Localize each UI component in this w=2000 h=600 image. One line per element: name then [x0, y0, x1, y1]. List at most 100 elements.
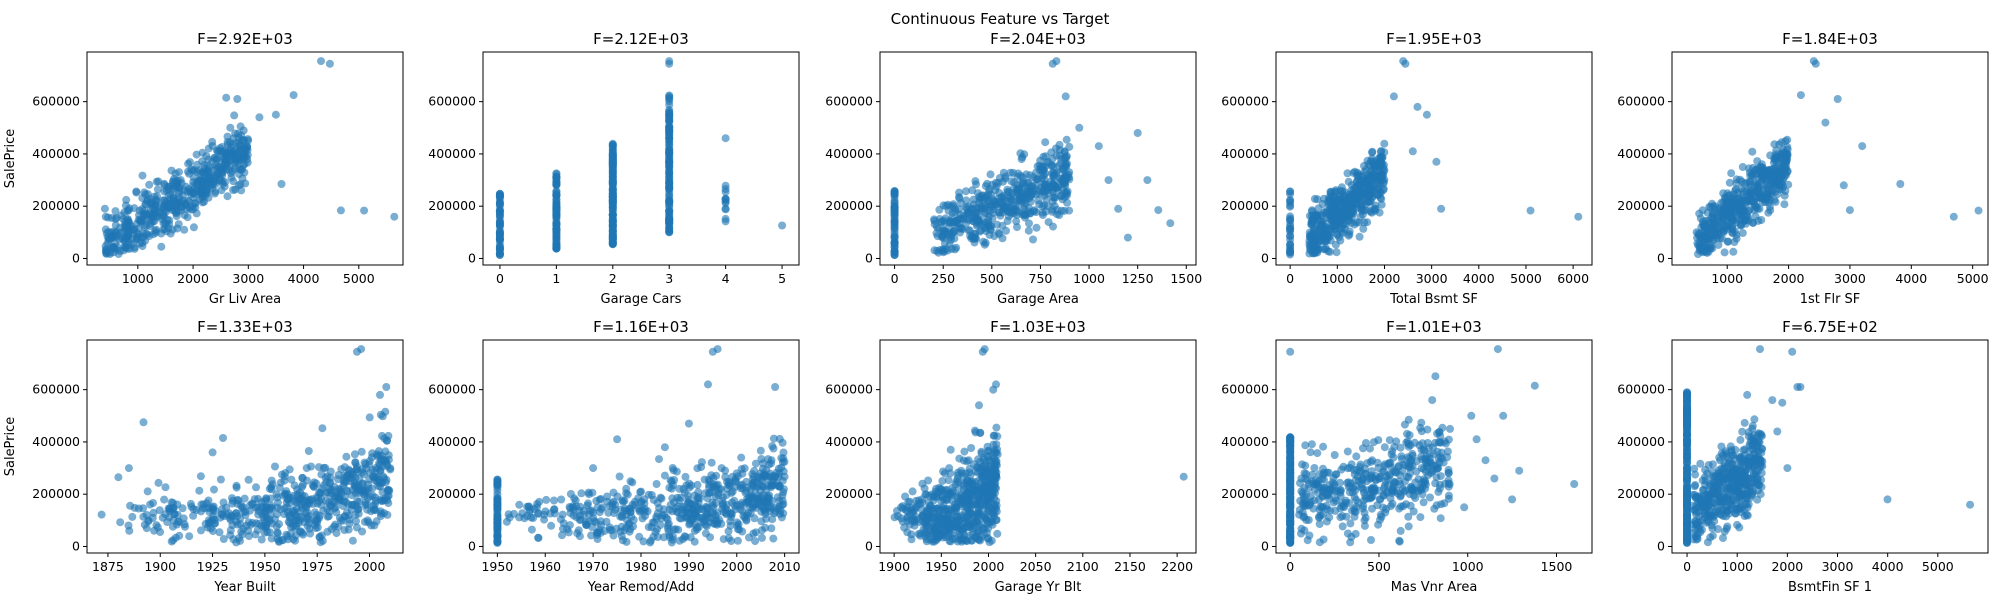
scatter-point — [1574, 212, 1583, 221]
scatter-point — [208, 137, 217, 146]
scatter-point — [102, 249, 111, 258]
scatter-point — [1063, 198, 1072, 207]
scatter-point — [932, 491, 941, 500]
scatter-point — [757, 526, 766, 535]
scatter-points — [493, 345, 789, 547]
x-axis-label: 1st Flr SF — [1800, 292, 1861, 307]
scatter-point — [1764, 208, 1773, 217]
scatter-point — [546, 509, 555, 518]
y-tick-label: 400000 — [32, 434, 80, 449]
scatter-point — [744, 509, 753, 517]
scatter-point — [1377, 200, 1386, 209]
scatter-point — [1763, 175, 1772, 184]
scatter-point — [691, 509, 700, 518]
scatter-point — [940, 469, 949, 478]
scatter-point — [918, 479, 927, 488]
scatter-point — [381, 493, 390, 502]
scatter-point — [1286, 435, 1295, 444]
scatter-point — [124, 521, 133, 530]
y-tick-label: 200000 — [32, 198, 80, 213]
scatter-point — [1332, 248, 1341, 257]
x-tick-label: 0 — [496, 271, 504, 286]
scatter-point — [1373, 179, 1382, 188]
scatter-point — [1730, 238, 1739, 246]
scatter-point — [302, 464, 311, 473]
y-tick-label: 200000 — [825, 198, 873, 213]
scatter-point — [358, 465, 367, 474]
scatter-points — [495, 57, 787, 259]
scatter-point — [967, 444, 976, 452]
x-tick-label: 6000 — [1557, 271, 1589, 286]
x-tick-label: 2010 — [769, 559, 801, 574]
x-tick-label: 5 — [778, 271, 786, 286]
scatter-point — [987, 536, 996, 545]
scatter-point — [1026, 209, 1035, 218]
subplot-title: F=1.95E+03 — [1386, 30, 1482, 48]
scatter-point — [261, 507, 270, 516]
scatter-point — [964, 215, 973, 224]
x-tick-label: 3000 — [1416, 271, 1448, 286]
scatter-point — [229, 186, 238, 194]
scatter-point — [1308, 207, 1317, 216]
scatter-point — [960, 447, 969, 456]
scatter-point — [890, 226, 899, 235]
scatter-point — [185, 197, 193, 206]
scatter-point — [1002, 226, 1010, 235]
figure-suptitle: Continuous Feature vs Target — [891, 10, 1110, 28]
scatter-point — [1286, 503, 1295, 512]
scatter-point — [383, 510, 392, 519]
x-tick-label: 750 — [1029, 271, 1053, 286]
scatter-point — [385, 486, 394, 495]
scatter-points — [100, 57, 399, 258]
y-tick-label: 600000 — [32, 94, 80, 109]
scatter-point — [124, 464, 133, 473]
scatter-point — [204, 193, 213, 202]
scatter-point — [169, 195, 178, 204]
scatter-point — [912, 496, 921, 505]
scatter-point — [974, 476, 983, 485]
scatter-point — [908, 487, 917, 496]
scatter-point — [693, 494, 702, 503]
scatter-point — [679, 505, 688, 514]
scatter-point — [1729, 247, 1738, 256]
scatter-point — [771, 383, 780, 391]
scatter-point — [608, 239, 617, 248]
scatter-point — [665, 505, 674, 514]
scatter-point — [1179, 472, 1188, 481]
scatter-point — [255, 113, 264, 122]
scatter-point — [934, 533, 943, 542]
x-tick-label: 2000 — [721, 559, 753, 574]
scatter-point — [613, 492, 622, 501]
scatter-point — [219, 434, 227, 442]
scatter-point — [163, 518, 172, 526]
scatter-point — [302, 501, 310, 510]
scatter-point — [903, 528, 912, 537]
scatter-point — [142, 511, 151, 519]
scatter-point — [577, 489, 586, 498]
scatter-point — [1343, 169, 1352, 178]
scatter-point — [751, 459, 760, 468]
scatter-point — [1692, 228, 1701, 237]
scatter-point — [588, 488, 597, 497]
scatter-point — [990, 460, 999, 469]
scatter-point — [625, 519, 634, 528]
scatter-point — [339, 516, 348, 525]
scatter-point — [1349, 168, 1358, 177]
scatter-point — [271, 110, 280, 119]
scatter-point — [1765, 202, 1774, 211]
scatter-point — [1309, 217, 1318, 226]
scatter-point — [495, 210, 504, 218]
scatter-point — [272, 522, 281, 531]
scatter-point — [306, 496, 315, 505]
scatter-point — [213, 147, 222, 156]
scatter-point — [949, 202, 958, 211]
scatter-point — [942, 201, 950, 210]
scatter-point — [1744, 207, 1753, 215]
scatter-point — [181, 522, 189, 531]
scatter-point — [319, 463, 328, 472]
scatter-point — [905, 520, 914, 529]
scatter-point — [713, 480, 722, 489]
scatter-point — [667, 484, 676, 493]
x-axis-label: Gr Liv Area — [209, 292, 281, 307]
